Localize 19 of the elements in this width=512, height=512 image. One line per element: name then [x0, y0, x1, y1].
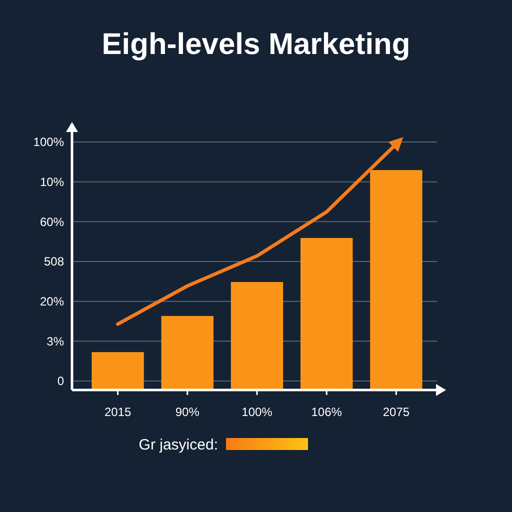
- text: Gr jasyiced:: [138, 436, 218, 454]
- text: 20%: [40, 294, 64, 309]
- text: 0: [57, 374, 64, 388]
- bar: [370, 170, 422, 390]
- bar: [300, 238, 353, 390]
- text: 100%: [33, 135, 64, 150]
- x-tick-label: 2075: [382, 405, 410, 419]
- bar: [161, 316, 214, 390]
- bar: [92, 352, 144, 390]
- text: 508: [44, 254, 64, 269]
- x-tick-label: 90%: [175, 405, 200, 419]
- text: 10%: [40, 175, 64, 190]
- chart-title: Eigh-levels Marketing: [102, 28, 410, 61]
- x-tick-label: 106%: [311, 405, 342, 419]
- x-tick-label: 100%: [242, 405, 273, 419]
- text: 60%: [40, 214, 64, 229]
- x-tick-label: 2015: [104, 405, 132, 419]
- text: 3%: [46, 334, 64, 348]
- bar: [230, 282, 284, 390]
